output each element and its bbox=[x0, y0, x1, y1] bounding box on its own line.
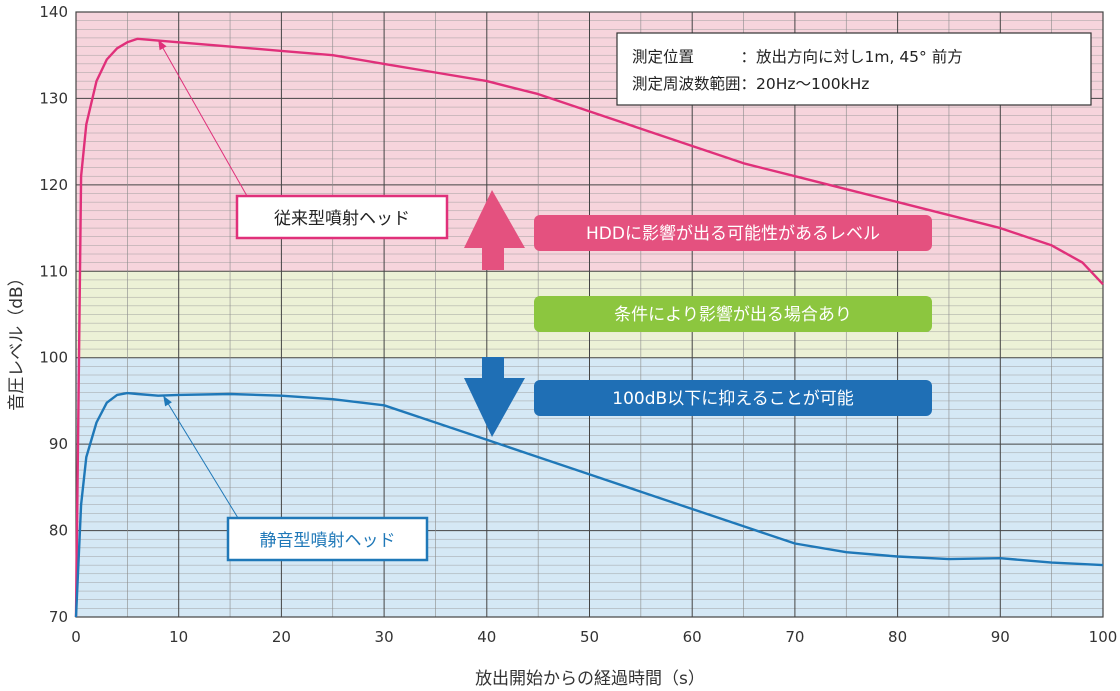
annotation-label-1: 静音型噴射ヘッド bbox=[260, 531, 396, 551]
series-lines bbox=[74, 37, 1104, 618]
x-tick-label: 70 bbox=[785, 628, 804, 646]
x-tick-label: 50 bbox=[580, 628, 599, 646]
y-tick-label: 70 bbox=[49, 608, 68, 626]
y-tick-label: 80 bbox=[49, 522, 68, 540]
zone-label-1: 条件により影響が出る場合あり bbox=[614, 305, 852, 325]
x-tick-label: 20 bbox=[272, 628, 291, 646]
series-line-0 bbox=[74, 37, 1104, 618]
zone-arrows bbox=[464, 190, 525, 437]
grid-lines bbox=[75, 11, 1104, 618]
down-arrow-icon bbox=[464, 357, 525, 437]
x-tick-label: 100 bbox=[1089, 628, 1118, 646]
zone-label-box-1 bbox=[534, 296, 932, 332]
x-tick-label: 10 bbox=[169, 628, 188, 646]
y-tick-label: 140 bbox=[39, 3, 68, 21]
x-axis-title: 放出開始からの経過時間（s） bbox=[475, 669, 705, 689]
annotation-box-1 bbox=[226, 516, 429, 562]
x-tick-label: 80 bbox=[888, 628, 907, 646]
x-tick-label: 0 bbox=[71, 628, 81, 646]
x-tick-label: 30 bbox=[375, 628, 394, 646]
y-tick-label: 110 bbox=[39, 262, 68, 280]
annotation-arrowhead-0 bbox=[158, 39, 167, 51]
note-line-2: 測定周波数範囲：20Hz〜100kHz bbox=[632, 75, 869, 93]
zone-label-0: HDDに影響が出る可能性があるレベル bbox=[586, 224, 880, 244]
y-axis-title: 音圧レベル（dB） bbox=[7, 269, 27, 410]
axis-ticks: 0 10 20 30 40 50 60 70 80 90 100 70 80 90 100 110 120 130… bbox=[39, 3, 1117, 646]
annotation-box-0 bbox=[235, 194, 449, 240]
zone-label-box-2 bbox=[534, 380, 932, 416]
annotation-arrowhead-1 bbox=[163, 395, 172, 407]
x-tick-label: 40 bbox=[477, 628, 496, 646]
up-arrow-icon bbox=[464, 190, 525, 270]
annotation-label-0: 従来型噴射ヘッド bbox=[274, 209, 410, 229]
y-tick-label: 100 bbox=[39, 349, 68, 367]
x-tick-label: 90 bbox=[991, 628, 1010, 646]
y-tick-label: 130 bbox=[39, 89, 68, 107]
plot-frame bbox=[75, 11, 1104, 618]
zone-label-box-0 bbox=[534, 215, 932, 251]
y-tick-label: 90 bbox=[49, 435, 68, 453]
measurement-note-box: 測定位置 ：放出方向に対し1m, 45° 前方 測定周波数範囲：20Hz〜100… bbox=[616, 32, 1092, 106]
annotation-pointer-0 bbox=[157, 39, 248, 197]
note-line-1: 測定位置 ：放出方向に対し1m, 45° 前方 bbox=[632, 48, 963, 66]
x-tick-label: 60 bbox=[683, 628, 702, 646]
series-line-1 bbox=[74, 391, 1104, 618]
annotation-pointer-1 bbox=[162, 395, 239, 519]
y-tick-label: 120 bbox=[39, 176, 68, 194]
zone-label-2: 100dB以下に抑えることが可能 bbox=[612, 389, 853, 409]
